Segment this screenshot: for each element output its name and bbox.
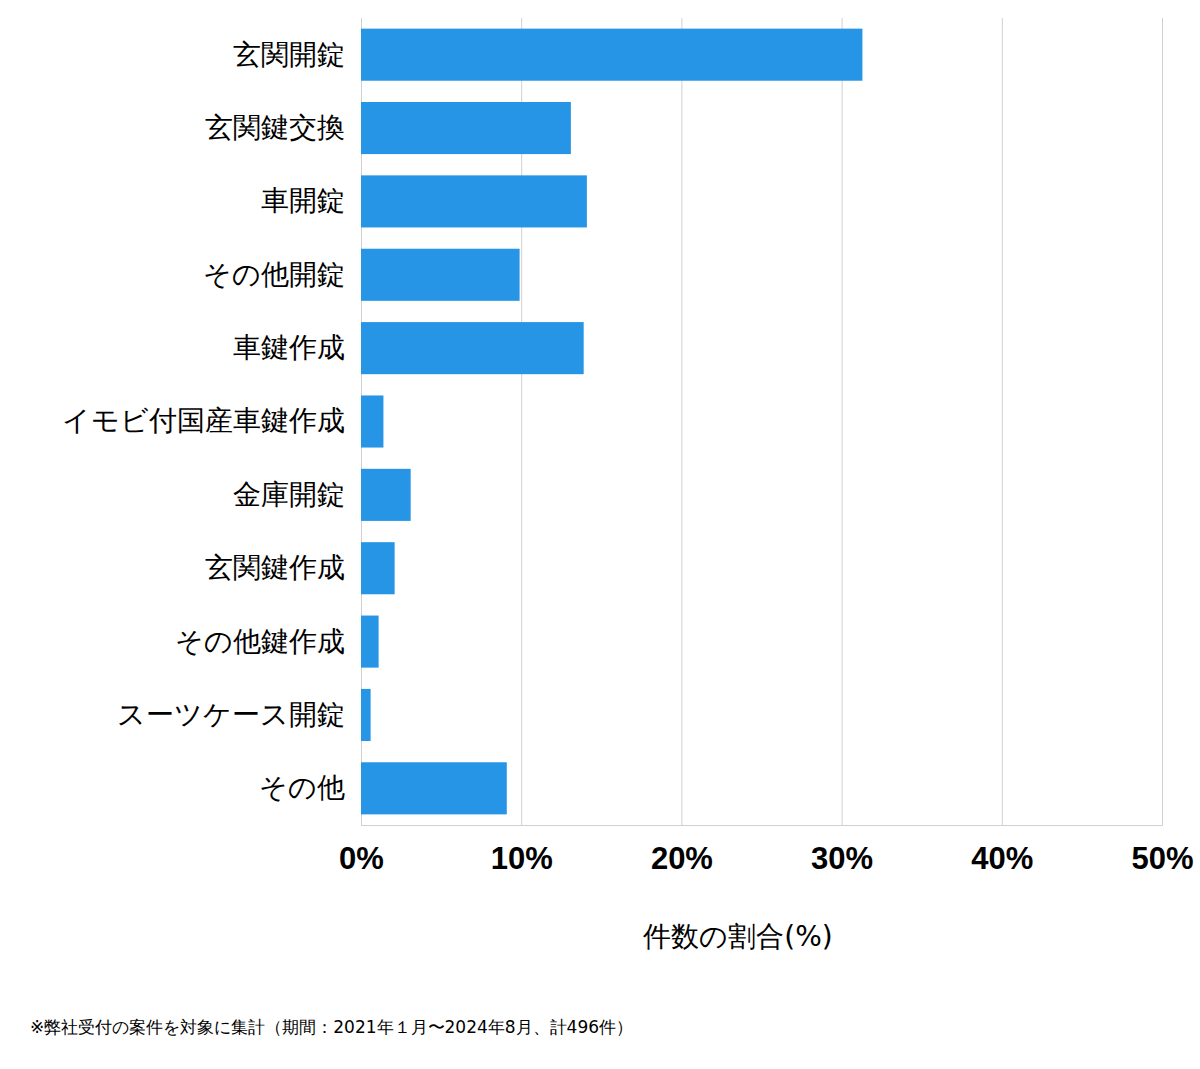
x-tick: 20% <box>651 18 713 876</box>
x-tick-label: 50% <box>1131 841 1193 876</box>
bar <box>361 762 507 814</box>
plot: 0% 10% 20% 30% 40% 50% 玄関開錠玄関鍵交換車開錠その他開錠車鍵作成イモ… <box>62 18 1194 876</box>
y-tick-label: その他鍵作成 <box>175 626 345 657</box>
y-axis: 玄関開錠玄関鍵交換車開錠その他開錠車鍵作成イモビ付国産車鍵作成金庫開錠玄関鍵作成… <box>62 19 362 826</box>
grid-line <box>1002 18 1003 825</box>
y-tick-label: その他開錠 <box>203 259 345 290</box>
bar <box>361 616 379 668</box>
y-tick-label: イモビ付国産車鍵作成 <box>62 405 345 436</box>
x-axis: 0% 10% 20% 30% 40% 50% <box>339 18 1193 876</box>
bar <box>361 469 411 521</box>
y-tick: 玄関鍵作成 <box>205 552 345 583</box>
x-tick-label: 10% <box>491 841 553 876</box>
bars <box>361 29 862 815</box>
y-tick-label: 金庫開錠 <box>233 479 345 510</box>
y-tick-label: その他 <box>259 772 345 803</box>
y-tick: その他鍵作成 <box>175 626 345 657</box>
y-tick-label: 玄関鍵作成 <box>205 552 345 583</box>
y-tick: その他開錠 <box>203 259 345 290</box>
y-tick-label: 玄関開錠 <box>233 39 345 70</box>
grid-line <box>1162 18 1163 825</box>
bar <box>361 29 862 81</box>
bar <box>361 395 383 447</box>
y-tick-label: 車開錠 <box>261 185 345 216</box>
y-tick: 玄関開錠 <box>233 39 345 70</box>
y-tick: 金庫開錠 <box>233 479 345 510</box>
chart: 0% 10% 20% 30% 40% 50% 玄関開錠玄関鍵交換車開錠その他開錠車鍵作成イモ… <box>0 0 1200 1069</box>
bar <box>361 322 584 374</box>
bar <box>361 542 395 594</box>
x-tick: 30% <box>811 18 873 876</box>
x-axis-title: 件数の割合(%) <box>643 920 832 953</box>
grid-line <box>842 18 843 825</box>
x-tick: 40% <box>971 18 1033 876</box>
y-tick-label: 玄関鍵交換 <box>205 112 345 143</box>
bar <box>361 175 587 227</box>
x-tick-label: 30% <box>811 841 873 876</box>
bar <box>361 249 520 301</box>
x-tick: 50% <box>1131 18 1193 876</box>
footnote: ※弊社受付の案件を対象に集計（期間：2021年１月〜2024年8月、計496件） <box>30 1017 633 1037</box>
y-tick: イモビ付国産車鍵作成 <box>62 405 345 436</box>
y-tick: 車鍵作成 <box>233 332 345 363</box>
bar <box>361 689 371 741</box>
x-axis-line <box>362 18 1163 826</box>
y-tick-label: スーツケース開錠 <box>117 699 345 730</box>
x-tick-label: 40% <box>971 841 1033 876</box>
y-tick-label: 車鍵作成 <box>233 332 345 363</box>
x-tick-label: 0% <box>339 841 384 876</box>
x-tick-label: 20% <box>651 841 713 876</box>
y-tick: 玄関鍵交換 <box>205 112 345 143</box>
bar <box>361 102 571 154</box>
y-tick: スーツケース開錠 <box>117 699 345 730</box>
grid-line <box>681 18 682 825</box>
y-tick: その他 <box>259 772 345 803</box>
y-tick: 車開錠 <box>261 185 345 216</box>
